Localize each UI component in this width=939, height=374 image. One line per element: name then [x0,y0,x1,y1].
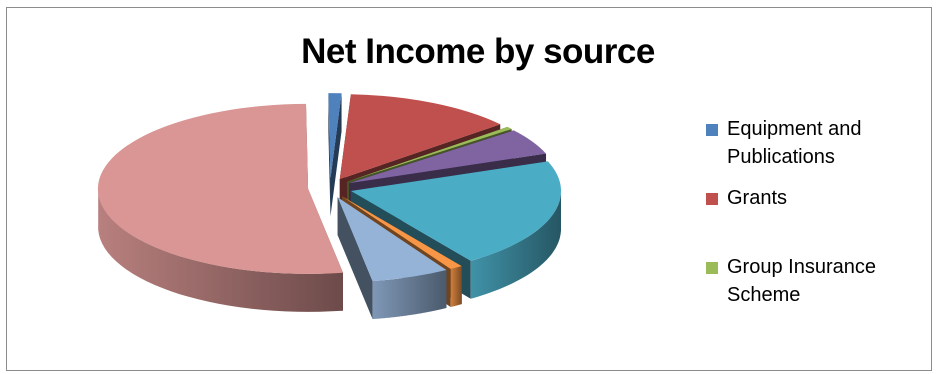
pie-slice-slice-8 [97,103,344,312]
legend-label-group-insurance-scheme: Group Insurance Scheme [727,256,876,306]
pie-slice-equipment-and-publications [328,93,342,217]
legend-label-grants: Grants [727,187,788,209]
legend-swatch-equipment-and-publications [706,124,718,136]
chart-title: Net Income by source [301,32,655,71]
pie-slice-slice-7 [337,197,447,320]
legend-swatch-group-insurance-scheme [706,262,718,274]
legend-swatch-grants [706,193,718,205]
legend-label-equipment-and-publications: Equipment and Publications [727,118,862,168]
